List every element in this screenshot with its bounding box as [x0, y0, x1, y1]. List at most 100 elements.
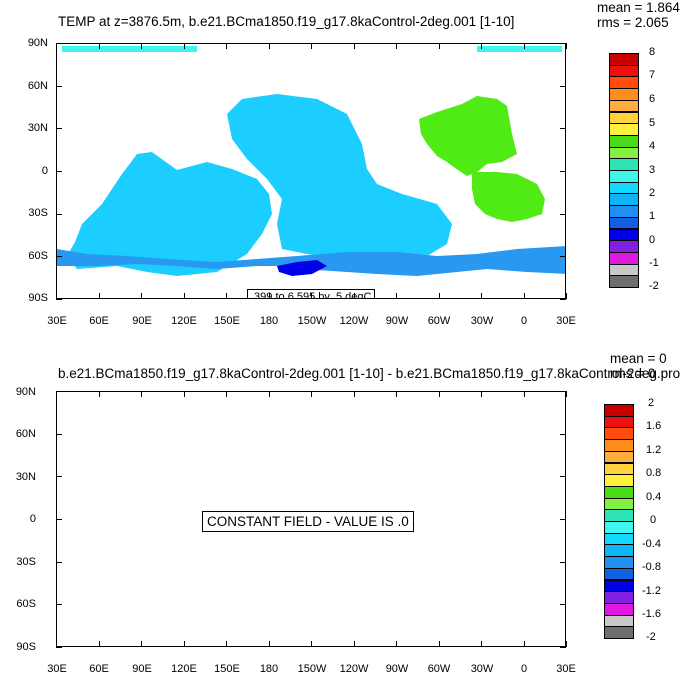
- bottom-rms: rms = 0: [610, 366, 656, 381]
- y-tick: [560, 604, 566, 606]
- y-tick: [560, 85, 566, 87]
- x-tick: [438, 293, 440, 299]
- bottom-xtick-label: 120W: [339, 663, 369, 675]
- y-tick: [56, 171, 62, 172]
- y-tick: [56, 128, 62, 130]
- bottom-xtick-label: 30E: [556, 663, 576, 675]
- x-tick: [226, 641, 227, 647]
- y-tick: [560, 519, 566, 520]
- x-tick: [566, 293, 567, 299]
- bottom-xtick-label: 30E: [47, 663, 67, 675]
- x-tick: [141, 641, 142, 647]
- region-north-atlantic: [419, 96, 517, 176]
- y-tick: [56, 391, 62, 392]
- colorbar-swatch: [609, 275, 639, 288]
- y-tick: [56, 433, 62, 435]
- bottom-ytick-label: 30S: [16, 556, 36, 568]
- bottom-ytick-label: 60S: [16, 598, 36, 610]
- x-tick: [98, 391, 100, 397]
- top-panel-title: TEMP at z=3876.5m, b.e21.BCma1850.f19_g1…: [58, 14, 515, 29]
- x-tick: [183, 43, 185, 49]
- bottom-colorbar-label: 0.8: [646, 467, 662, 479]
- bottom-xtick-label: 60W: [427, 663, 451, 675]
- x-tick: [183, 391, 185, 397]
- constant-field-label: CONSTANT FIELD - VALUE IS .0: [202, 511, 414, 532]
- top-colorbar-label: 2: [649, 187, 656, 199]
- top-map-frame: .399 to 6.595 by .5 degC: [56, 43, 566, 299]
- y-tick: [560, 433, 566, 435]
- x-tick: [183, 641, 185, 647]
- y-tick: [56, 299, 62, 300]
- top-colorbar-label: -1: [649, 257, 659, 269]
- bottom-xtick-label: 90W: [385, 663, 409, 675]
- y-tick: [56, 256, 62, 258]
- top-ytick-label: 60N: [27, 80, 48, 92]
- y-tick: [560, 476, 566, 478]
- x-tick: [566, 43, 567, 49]
- x-tick: [566, 641, 567, 647]
- bottom-xtick-label: 180: [259, 663, 279, 675]
- bottom-colorbar-label: -1.2: [642, 585, 661, 597]
- top-xtick-label: 120E: [171, 315, 197, 327]
- bottom-mean: mean = 0: [610, 351, 667, 366]
- x-tick: [311, 293, 312, 299]
- x-tick: [141, 293, 142, 299]
- x-tick: [353, 391, 355, 397]
- x-tick: [268, 43, 270, 49]
- bottom-ytick-label: 30N: [15, 471, 36, 483]
- top-xtick-label: 90W: [385, 315, 409, 327]
- top-colorbar-label: 6: [649, 93, 656, 105]
- top-colorbar-label: 4: [649, 140, 656, 152]
- x-tick: [396, 43, 397, 49]
- top-xtick-label: 120W: [339, 315, 369, 327]
- y-tick: [560, 43, 566, 44]
- x-tick: [226, 391, 227, 397]
- y-tick: [56, 519, 62, 520]
- x-tick: [98, 43, 100, 49]
- region-arctic-west: [62, 46, 197, 52]
- bottom-xtick-label: 0: [520, 663, 528, 675]
- x-tick: [311, 391, 312, 397]
- top-ytick-label: 60S: [28, 250, 48, 262]
- top-xtick-label: 90E: [132, 315, 152, 327]
- top-ytick-label: 30S: [28, 207, 48, 219]
- x-tick: [56, 293, 57, 299]
- bottom-panel-title: b.e21.BCma1850.f19_g17.8kaControl-2deg.0…: [58, 366, 681, 381]
- y-tick: [56, 561, 62, 563]
- x-tick: [396, 641, 397, 647]
- top-colorbar-label: 8: [649, 46, 656, 58]
- y-tick: [560, 171, 566, 172]
- x-tick: [438, 43, 440, 49]
- top-colorbar-label: 0: [649, 234, 656, 246]
- region-pacific-ocean: [227, 94, 452, 259]
- region-south-atlantic: [472, 172, 545, 222]
- colorbar-swatch: [604, 626, 634, 639]
- x-tick: [268, 641, 270, 647]
- x-tick: [438, 641, 440, 647]
- x-tick: [566, 391, 567, 397]
- x-tick: [56, 391, 57, 397]
- x-tick: [523, 43, 525, 49]
- x-tick: [226, 43, 227, 49]
- top-xtick-label: 60E: [89, 315, 109, 327]
- x-tick: [141, 391, 142, 397]
- y-tick: [56, 647, 62, 648]
- x-tick: [481, 641, 482, 647]
- top-xtick-label: 180: [259, 315, 279, 327]
- bottom-colorbar-label: -2: [646, 631, 656, 643]
- y-tick: [560, 213, 566, 215]
- y-tick: [560, 128, 566, 130]
- x-tick: [481, 43, 482, 49]
- x-tick: [481, 391, 482, 397]
- top-colorbar-label: 1: [649, 210, 656, 222]
- top-xtick-label: 60W: [427, 315, 451, 327]
- x-tick: [396, 293, 397, 299]
- top-xtick-label: 30W: [470, 315, 494, 327]
- x-tick: [396, 391, 397, 397]
- top-mean: mean = 1.864: [597, 0, 680, 15]
- top-ytick-label: 90S: [28, 292, 48, 304]
- top-xtick-label: 150E: [214, 315, 240, 327]
- top-colorbar-label: -2: [649, 280, 659, 292]
- bottom-colorbar-label: 1.2: [646, 444, 662, 456]
- y-tick: [56, 476, 62, 478]
